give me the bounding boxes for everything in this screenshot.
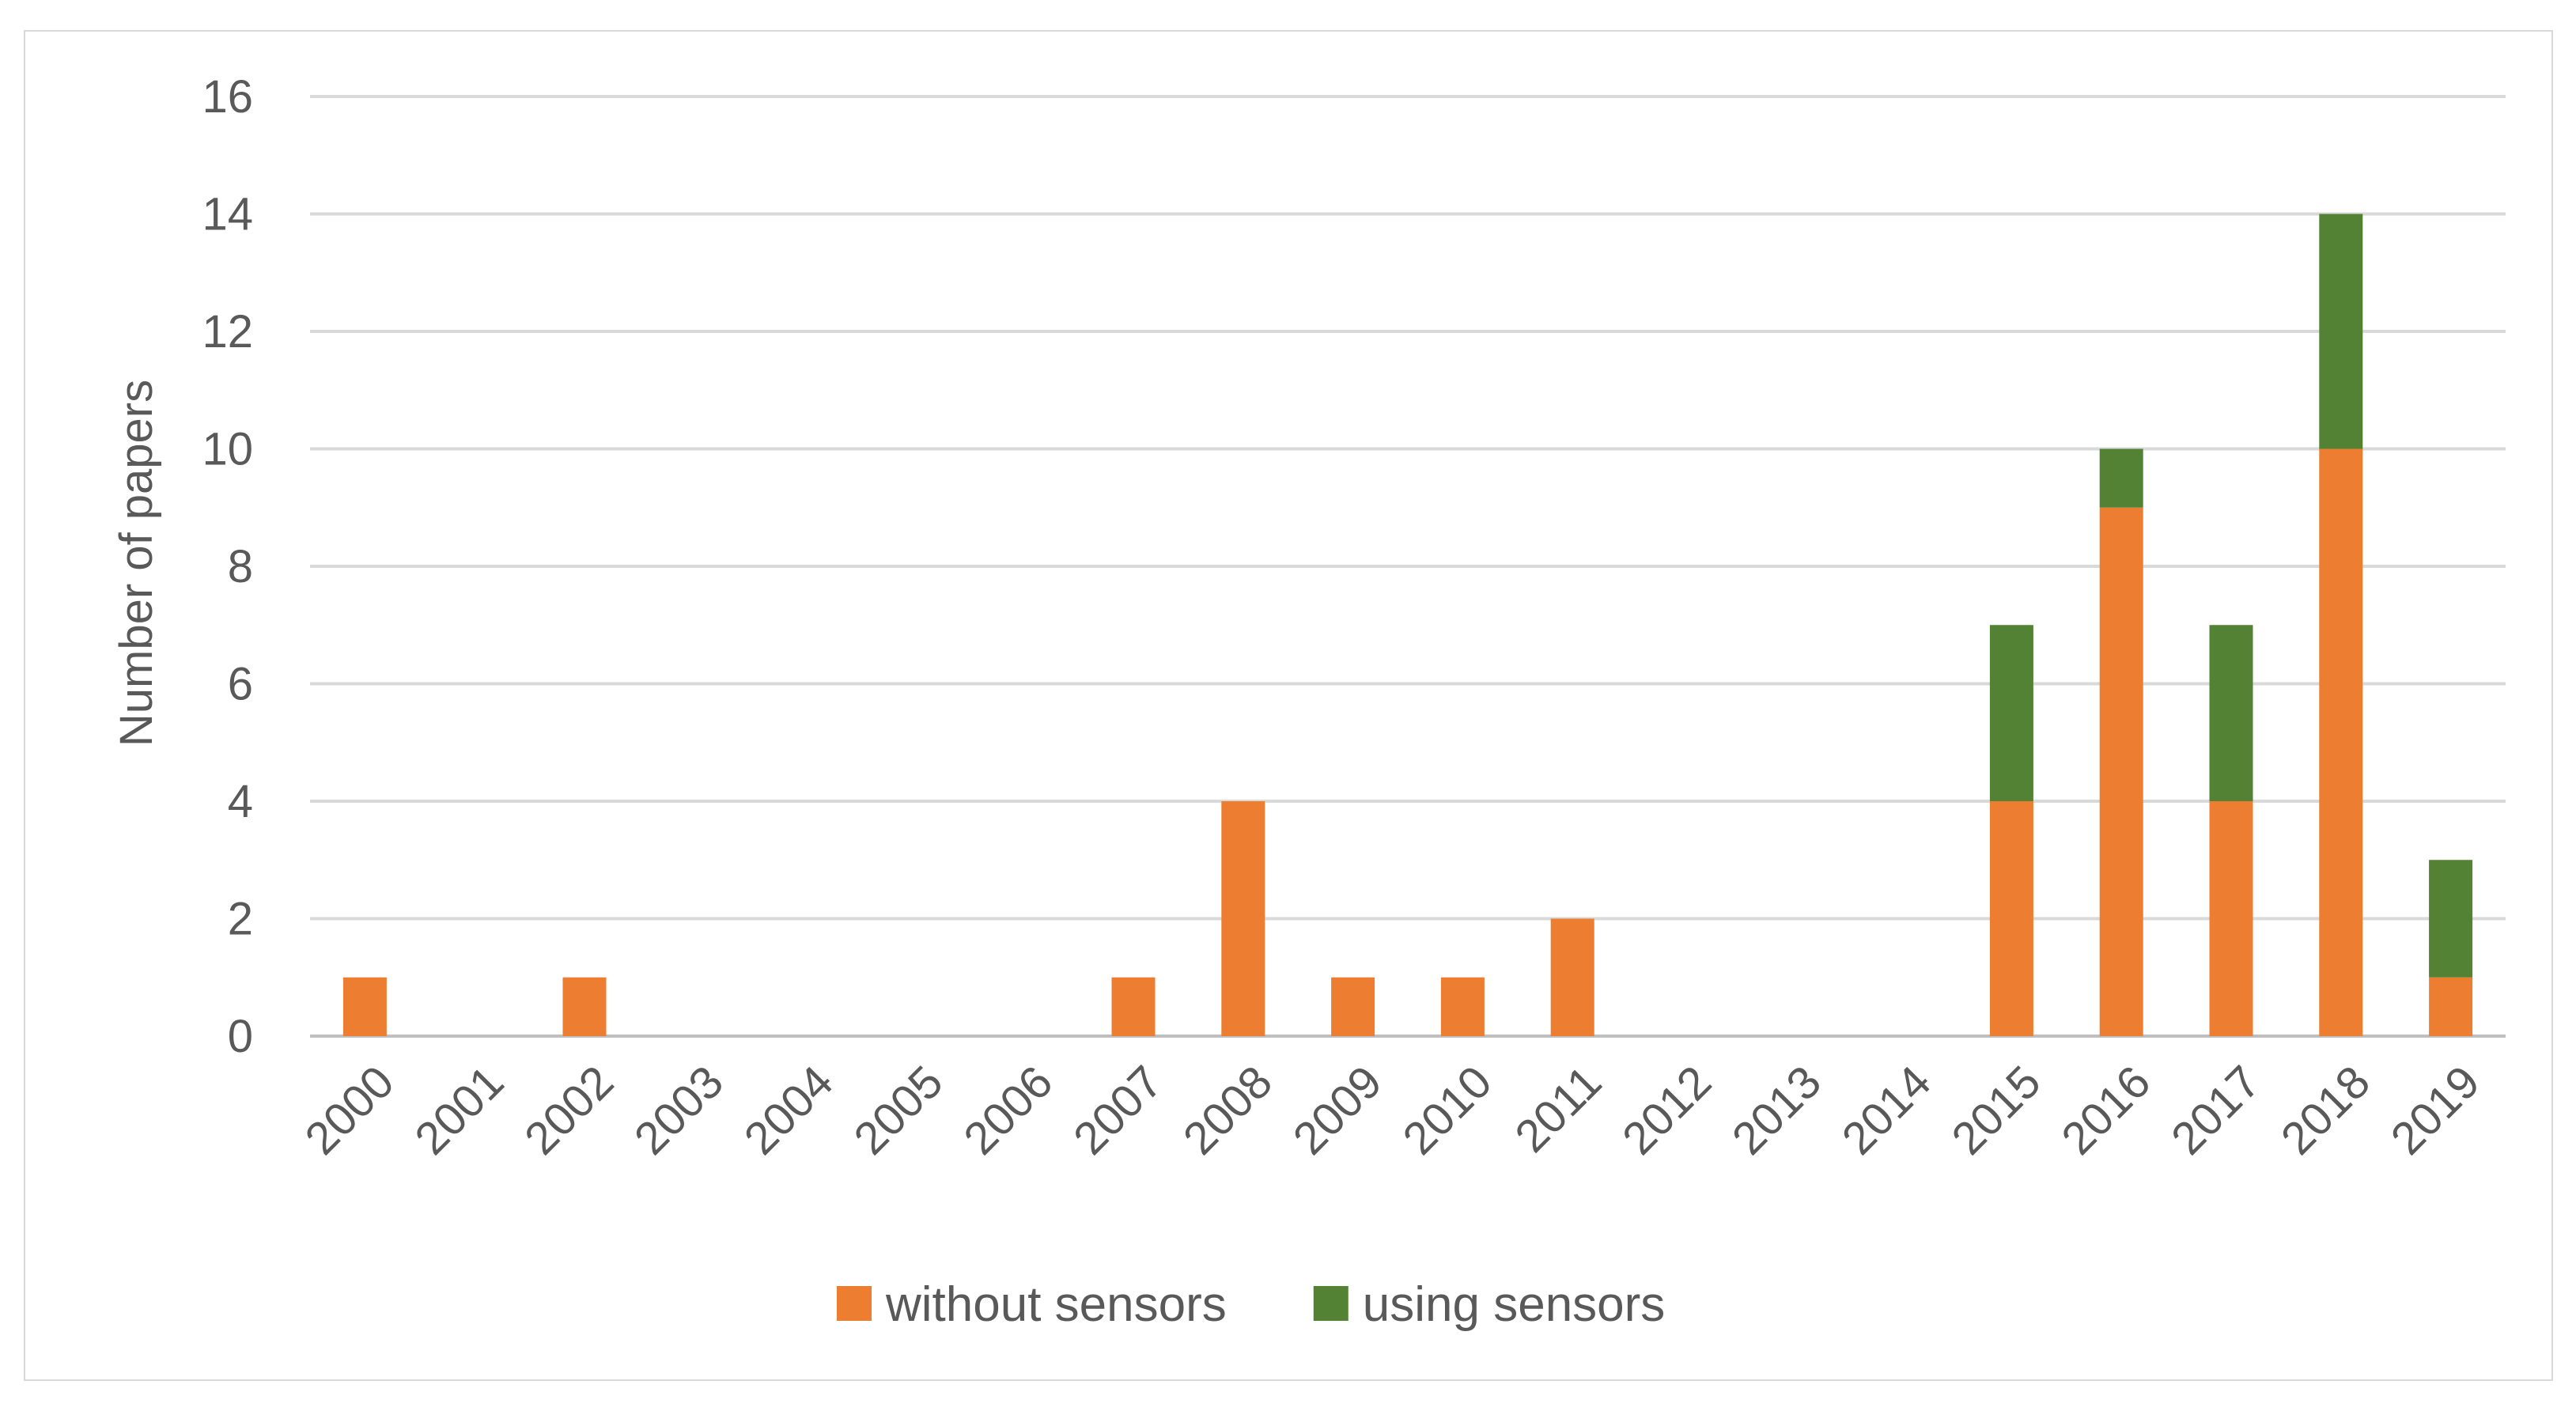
y-tick-label: 6 [228,659,253,710]
x-tick-label: 2012 [1613,1056,1721,1164]
bar-segment-using-sensors-2016 [2099,448,2143,508]
x-tick-label: 2017 [2162,1056,2270,1164]
y-tick-label: 8 [228,541,253,592]
legend-label: using sensors [1363,1277,1666,1332]
x-tick-label: 2006 [954,1056,1062,1164]
x-tick-label: 2005 [844,1056,952,1164]
x-tick-label: 2015 [1942,1056,2050,1164]
x-tick-label: 2003 [625,1056,733,1164]
x-tick-label: 2014 [1833,1056,1941,1164]
y-tick-label: 12 [202,306,253,357]
x-tick-label: 2004 [735,1056,843,1164]
bar-segment-using-sensors-2017 [2209,625,2253,801]
y-tick-label: 4 [228,776,253,827]
x-tick-label: 2011 [1505,1056,1611,1162]
x-tick-label: 2013 [1723,1056,1831,1164]
gridlines [310,95,2506,1038]
bar-segment-without-sensors-2017 [2209,801,2253,1036]
y-tick-label: 0 [228,1011,253,1062]
x-tick-label: 2002 [515,1056,623,1164]
bars [342,214,2473,1036]
bar-segment-without-sensors-2015 [1989,801,2033,1036]
y-tick-label: 2 [228,894,253,945]
x-tick-labels: 2000 2001 2002 2003 2004 2005 2006 2007 2008 2009… [295,1056,2489,1164]
y-tick-labels: 0 2 4 6 8 10 12 14 16 [202,71,253,1062]
y-axis-title: Number of papers [111,380,162,747]
bar-segment-without-sensors-2008 [1221,801,1265,1036]
bar-segment-without-sensors-2009 [1331,977,1375,1036]
bar-segment-without-sensors-2000 [342,977,387,1036]
bar-segment-using-sensors-2015 [1989,625,2033,801]
bar-segment-without-sensors-2018 [2319,448,2363,1036]
x-tick-label: 2018 [2271,1056,2380,1164]
y-tick-label: 10 [202,424,253,475]
x-tick-label: 2010 [1393,1056,1501,1164]
x-tick-label: 2019 [2381,1056,2490,1164]
legend: without sensors using sensors [837,1277,1665,1332]
x-tick-label: 2016 [2052,1056,2160,1164]
x-tick-label: 2001 [405,1056,513,1164]
legend-label: without sensors [885,1277,1227,1332]
bar-segment-without-sensors-2007 [1111,977,1156,1036]
x-tick-label: 2008 [1174,1056,1282,1164]
y-tick-label: 16 [202,71,253,123]
bar-segment-using-sensors-2019 [2429,860,2473,978]
x-tick-label: 2009 [1284,1056,1392,1164]
y-tick-label: 14 [202,189,253,240]
bar-segment-without-sensors-2011 [1550,918,1594,1036]
bar-segment-without-sensors-2002 [562,977,607,1036]
bar-segment-without-sensors-2019 [2429,977,2473,1036]
bar-segment-without-sensors-2010 [1440,977,1485,1036]
x-tick-label: 2007 [1064,1056,1172,1164]
legend-swatch [837,1286,872,1321]
bar-segment-using-sensors-2018 [2319,214,2363,449]
bar-segment-without-sensors-2016 [2099,507,2143,1036]
x-tick-label: 2000 [295,1056,403,1164]
legend-swatch [1313,1286,1349,1321]
